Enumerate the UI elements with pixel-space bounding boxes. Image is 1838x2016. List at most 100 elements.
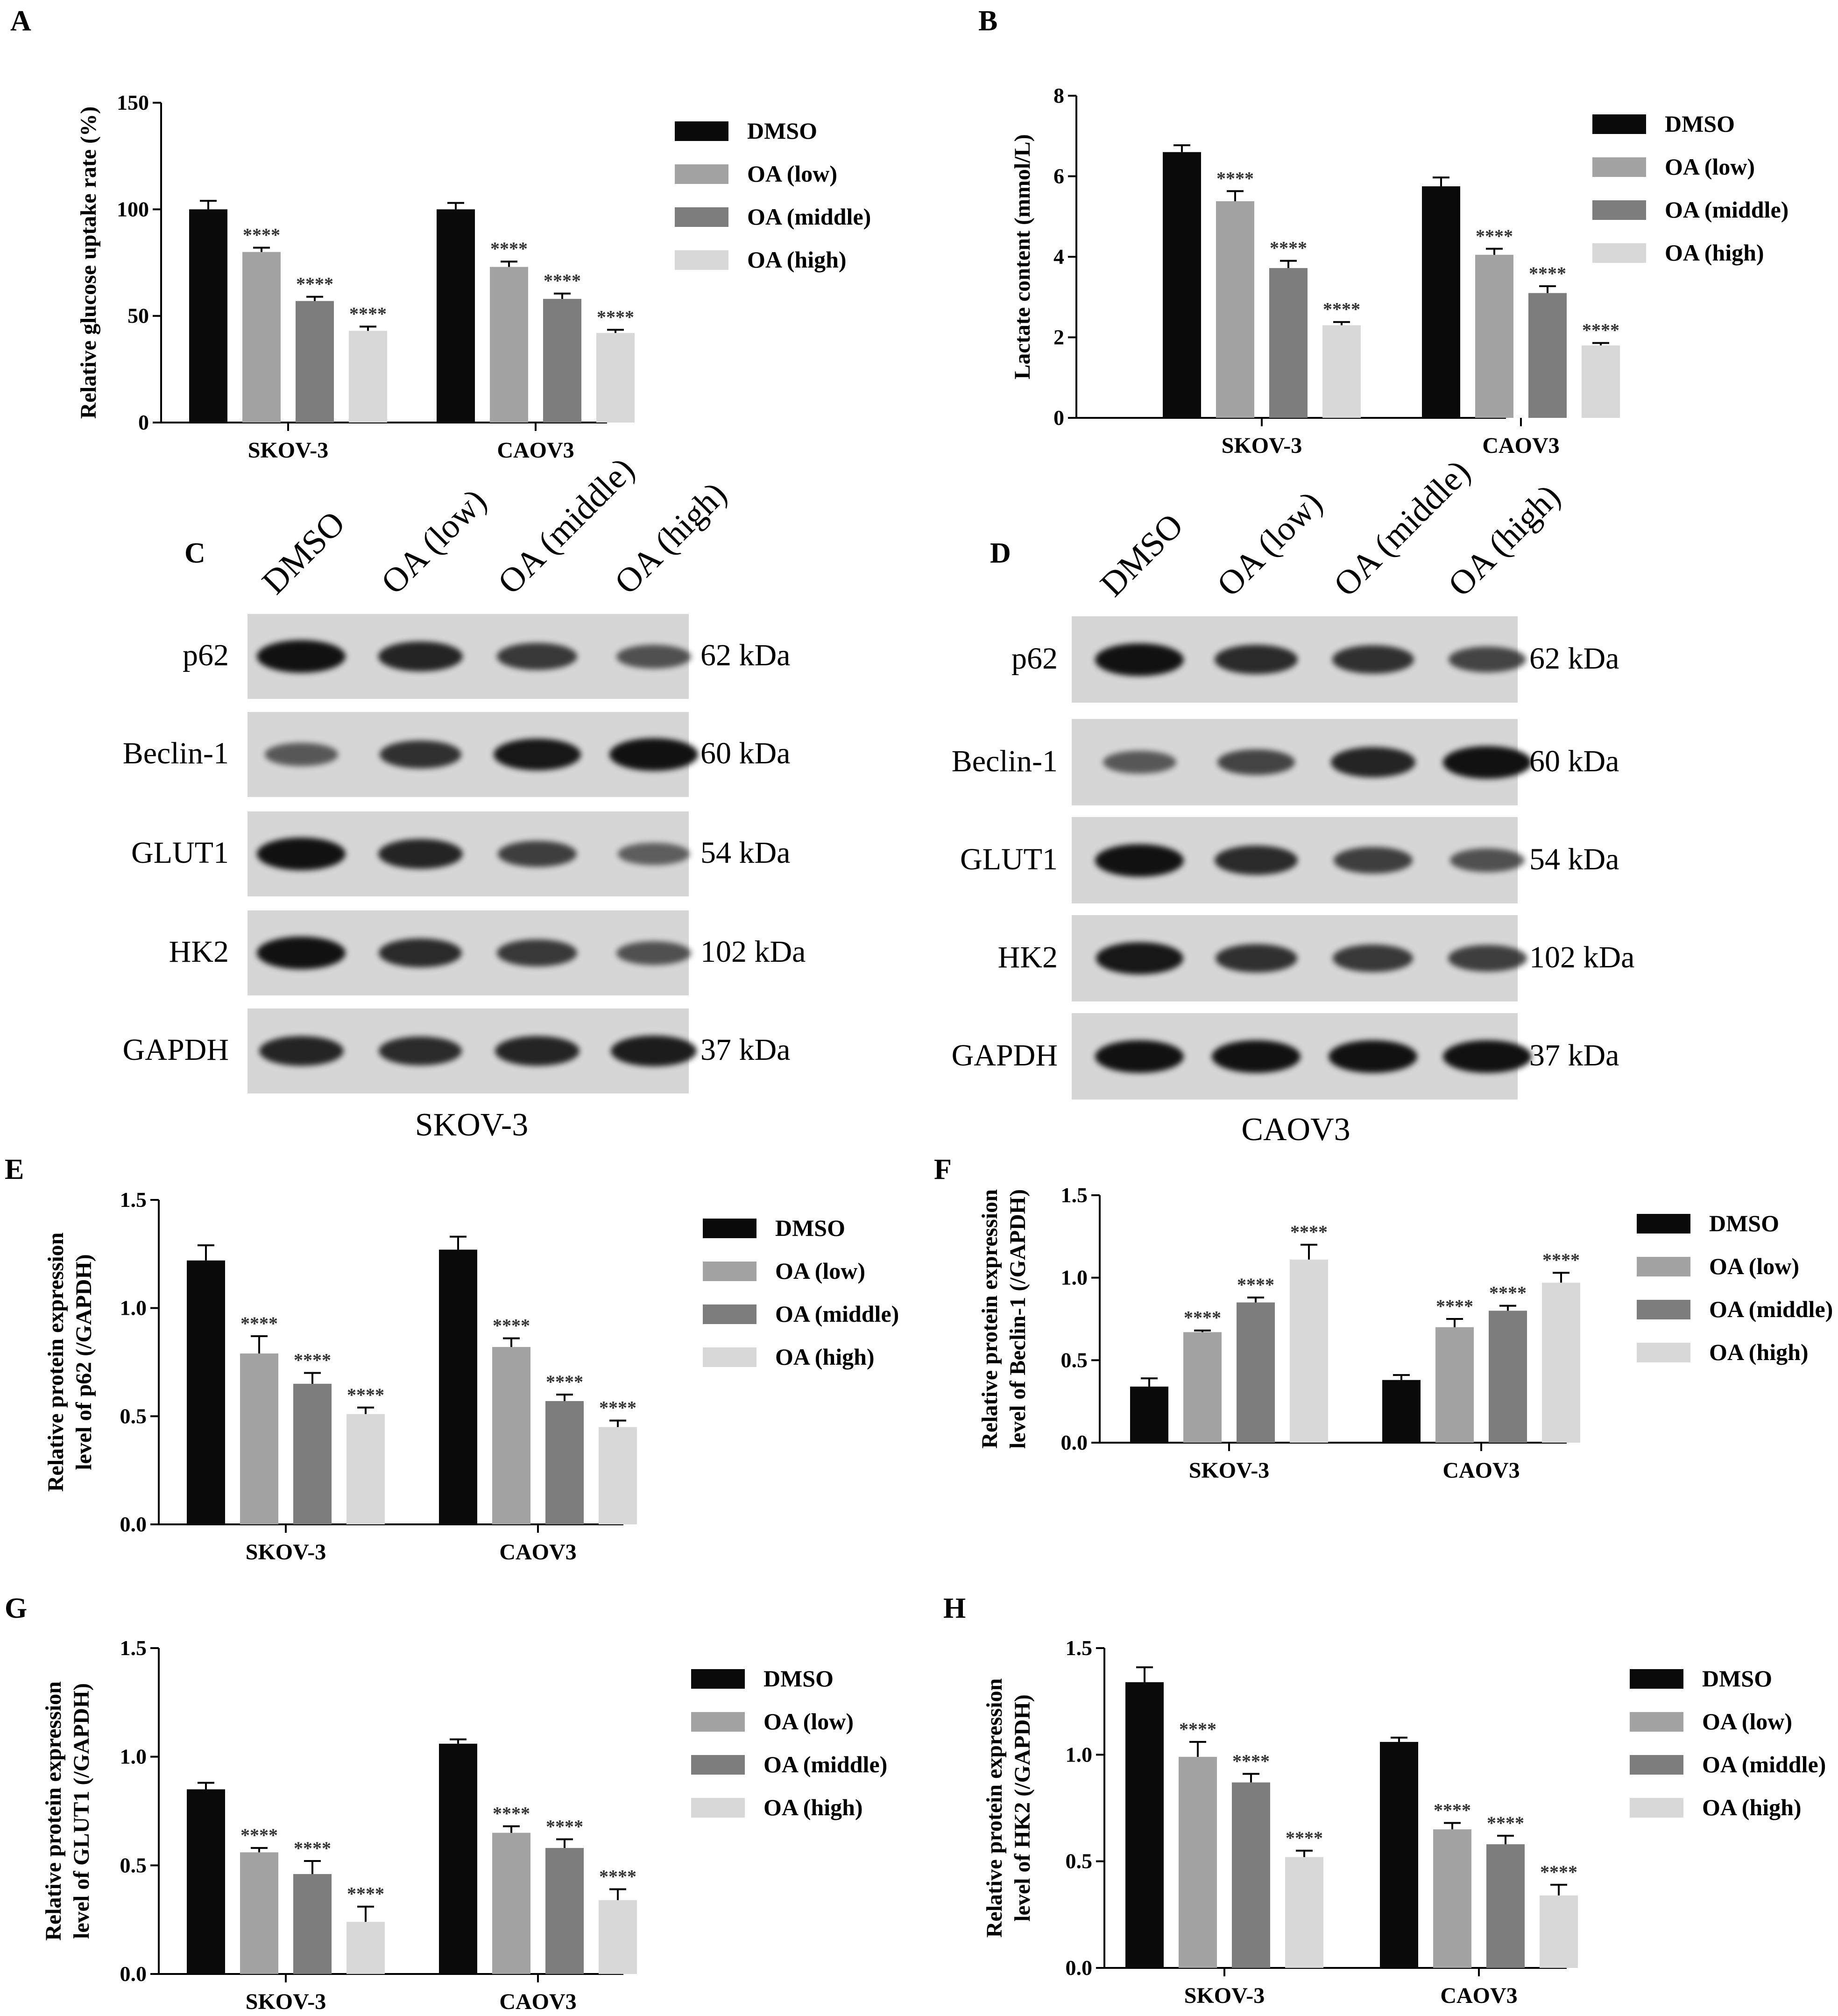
blot-band — [1103, 750, 1176, 774]
chart-b-lactate-content: 0 2 4 6 8 Lactate content (mmol/L) **** **** ***… — [1010, 84, 1789, 458]
significance-label: **** — [347, 1883, 384, 1904]
blot-band — [1443, 746, 1532, 779]
legend-label-dmso: DMSO — [1709, 1210, 1779, 1236]
blot-band — [1095, 844, 1184, 877]
y-tick-label: 1.5 — [120, 1636, 147, 1660]
bar-skov-3-dmso — [189, 209, 227, 423]
bar-skov-3-oa-low — [1216, 201, 1254, 418]
legend-swatch-dmso — [1630, 1669, 1683, 1689]
chart-f-beclin1-expression: 0.0 0.5 1.0 1.5 Relative protein expression l… — [977, 1183, 1833, 1483]
bar-caov3-oa-low — [1475, 254, 1513, 418]
legend-swatch-oa-high — [675, 250, 728, 270]
legend-swatch-dmso — [691, 1669, 745, 1689]
significance-label: **** — [1290, 1221, 1328, 1242]
blot-band — [1329, 1040, 1417, 1073]
y-axis-title: Lactate content (mmol/L) — [1010, 134, 1035, 379]
y-axis-title: level of GLUT1 (/GAPDH) — [69, 1683, 94, 1939]
blot-strip-p62 — [247, 614, 691, 699]
x-tick-label: CAOV3 — [1440, 1983, 1517, 2008]
legend-label-oa-middle: OA (middle) — [1702, 1751, 1826, 1777]
y-tick-label: 0 — [138, 410, 149, 434]
bar-skov-3-oa-middle — [1232, 1782, 1270, 1968]
blot-band — [1333, 847, 1413, 874]
protein-label-p62: p62 — [1011, 641, 1058, 676]
legend-label-oa-middle: OA (middle) — [1709, 1296, 1833, 1322]
y-tick-label: 150 — [117, 91, 149, 114]
legend-label-oa-middle: OA (middle) — [763, 1751, 887, 1777]
legend-label-dmso: DMSO — [775, 1215, 845, 1241]
bar-skov-3-oa-low — [1183, 1332, 1222, 1443]
blot-band — [1449, 647, 1526, 672]
legend-swatch-oa-low — [1592, 157, 1646, 177]
bar-caov3-oa-middle — [543, 299, 581, 423]
y-axis-title: Relative protein expression — [977, 1189, 1002, 1449]
blot-band — [495, 1036, 580, 1066]
significance-label: **** — [1487, 1812, 1524, 1833]
blot-band — [1443, 1040, 1532, 1073]
blot-strip-beclin-1 — [247, 712, 698, 797]
y-tick-label: 50 — [127, 304, 149, 328]
legend-swatch-oa-middle — [1592, 200, 1646, 220]
significance-label: **** — [1529, 263, 1566, 284]
bar-skov-3-dmso — [1125, 1682, 1164, 1968]
y-tick-label: 0 — [1053, 406, 1064, 430]
legend-swatch-oa-low — [691, 1712, 745, 1732]
legend-label-oa-middle: OA (middle) — [775, 1301, 899, 1327]
y-tick-label: 1.5 — [120, 1188, 147, 1212]
protein-label-glut1: GLUT1 — [960, 842, 1058, 876]
blot-caption-caov3: CAOV3 — [1241, 1112, 1350, 1148]
blot-strip-gapdh — [247, 1008, 697, 1093]
significance-label: **** — [493, 1803, 530, 1824]
y-tick-label: 0.5 — [120, 1853, 147, 1877]
panel-letter-f: F — [934, 1154, 952, 1185]
legend-swatch-oa-middle — [703, 1304, 756, 1324]
panel-letter-d: D — [990, 537, 1011, 569]
blot-band — [1215, 645, 1298, 674]
x-tick-label: CAOV3 — [499, 1989, 576, 2014]
protein-label-hk2: HK2 — [997, 940, 1058, 974]
y-tick-label: 2 — [1053, 325, 1064, 349]
bar-skov-3-oa-high — [346, 1414, 385, 1524]
lane-header-dmso: DMSO — [1093, 506, 1191, 604]
blot-band — [379, 938, 462, 968]
bar-skov-3-oa-middle — [293, 1874, 332, 1974]
legend-swatch-oa-middle — [675, 207, 728, 227]
bar-caov3-oa-high — [599, 1900, 637, 1974]
blot-caption-skov-3: SKOV-3 — [415, 1107, 529, 1143]
legend-label-oa-low: OA (low) — [763, 1708, 854, 1734]
legend-swatch-oa-high — [703, 1347, 756, 1367]
blot-band — [497, 642, 577, 670]
y-axis-title: Relative protein expression — [41, 1681, 66, 1941]
significance-label: **** — [1323, 299, 1360, 320]
bar-skov-3-oa-low — [1179, 1756, 1217, 1968]
lane-header-dmso: DMSO — [254, 504, 353, 602]
y-tick-label: 0.0 — [120, 1512, 147, 1536]
significance-label: **** — [599, 1397, 636, 1418]
significance-label: **** — [240, 1825, 278, 1846]
legend-label-oa-low: OA (low) — [1702, 1708, 1792, 1734]
bar-caov3-dmso — [1380, 1741, 1418, 1968]
significance-label: **** — [296, 274, 333, 295]
significance-label: **** — [546, 1371, 583, 1392]
blot-band — [616, 644, 691, 669]
kda-label: 62 kDa — [700, 638, 791, 672]
blot-strip-beclin-1 — [1072, 719, 1532, 805]
significance-label: **** — [1237, 1274, 1274, 1295]
legend-swatch-dmso — [703, 1219, 756, 1238]
bar-caov3-dmso — [437, 209, 475, 423]
y-tick-label: 0.0 — [1061, 1431, 1088, 1454]
x-tick-label: CAOV3 — [1442, 1458, 1520, 1483]
bar-skov-3-dmso — [187, 1789, 225, 1974]
kda-label: 62 kDa — [1529, 641, 1619, 676]
blot-band — [1095, 1040, 1184, 1073]
significance-label: **** — [294, 1350, 331, 1371]
bar-caov3-oa-middle — [1489, 1311, 1527, 1443]
legend-swatch-oa-low — [1637, 1257, 1690, 1276]
blot-strip-hk2 — [1072, 915, 1527, 1001]
legend-swatch-oa-high — [1592, 243, 1646, 263]
legend-label-oa-high: OA (high) — [1702, 1794, 1802, 1820]
significance-label: **** — [544, 270, 581, 291]
lane-header-oa-low: OA (low) — [1209, 484, 1330, 604]
panel-letter-c: C — [184, 537, 205, 569]
legend-swatch-dmso — [1637, 1214, 1690, 1234]
